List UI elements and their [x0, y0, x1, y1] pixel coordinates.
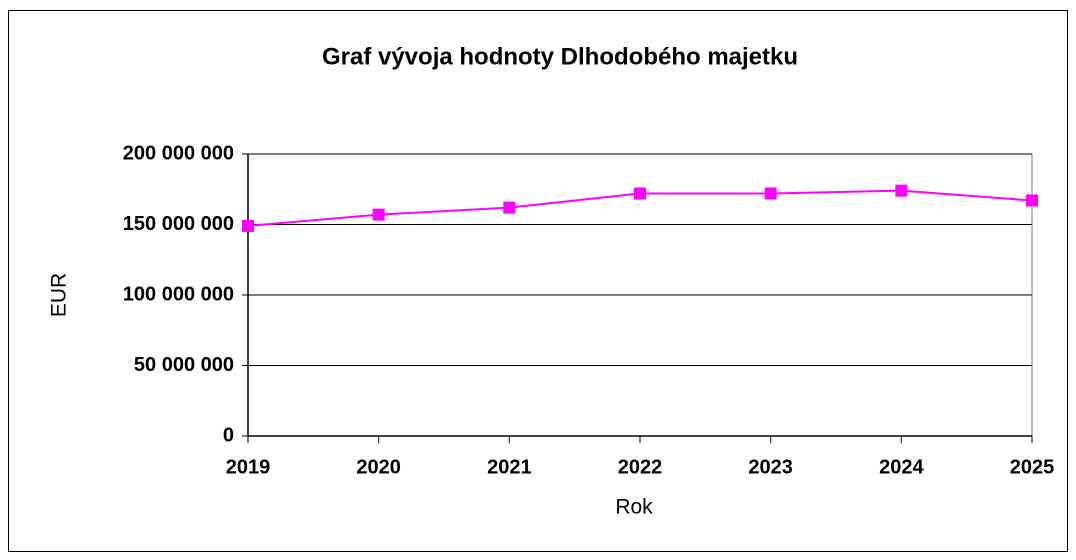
- marker: [503, 201, 516, 214]
- x-tick-label: 2024: [879, 456, 924, 478]
- x-tick-label: 2025: [1010, 456, 1055, 478]
- y-tick-label: 150 000 000: [123, 213, 234, 235]
- marker: [1026, 194, 1038, 207]
- y-tick-label: 100 000 000: [123, 283, 234, 305]
- marker: [895, 184, 908, 197]
- marker: [372, 208, 385, 221]
- y-axis-label: EUR: [48, 273, 71, 317]
- y-tick-label: 0: [223, 424, 234, 446]
- x-axis-label: Rok: [615, 496, 653, 519]
- chart-title: Graf vývoja hodnoty Dlhodobého majetku: [322, 43, 798, 70]
- x-tick-label: 2020: [356, 456, 401, 478]
- y-tick-label: 200 000 000: [123, 142, 234, 164]
- marker: [242, 219, 254, 232]
- x-tick-label: 2023: [748, 456, 793, 478]
- x-tick-label: 2019: [226, 456, 271, 478]
- x-tick-label: 2021: [487, 456, 532, 478]
- marker: [764, 187, 777, 200]
- marker: [634, 187, 646, 200]
- y-tick-label: 50 000 000: [134, 354, 234, 376]
- chart-border: [8, 10, 1068, 552]
- x-tick-label: 2022: [618, 456, 663, 478]
